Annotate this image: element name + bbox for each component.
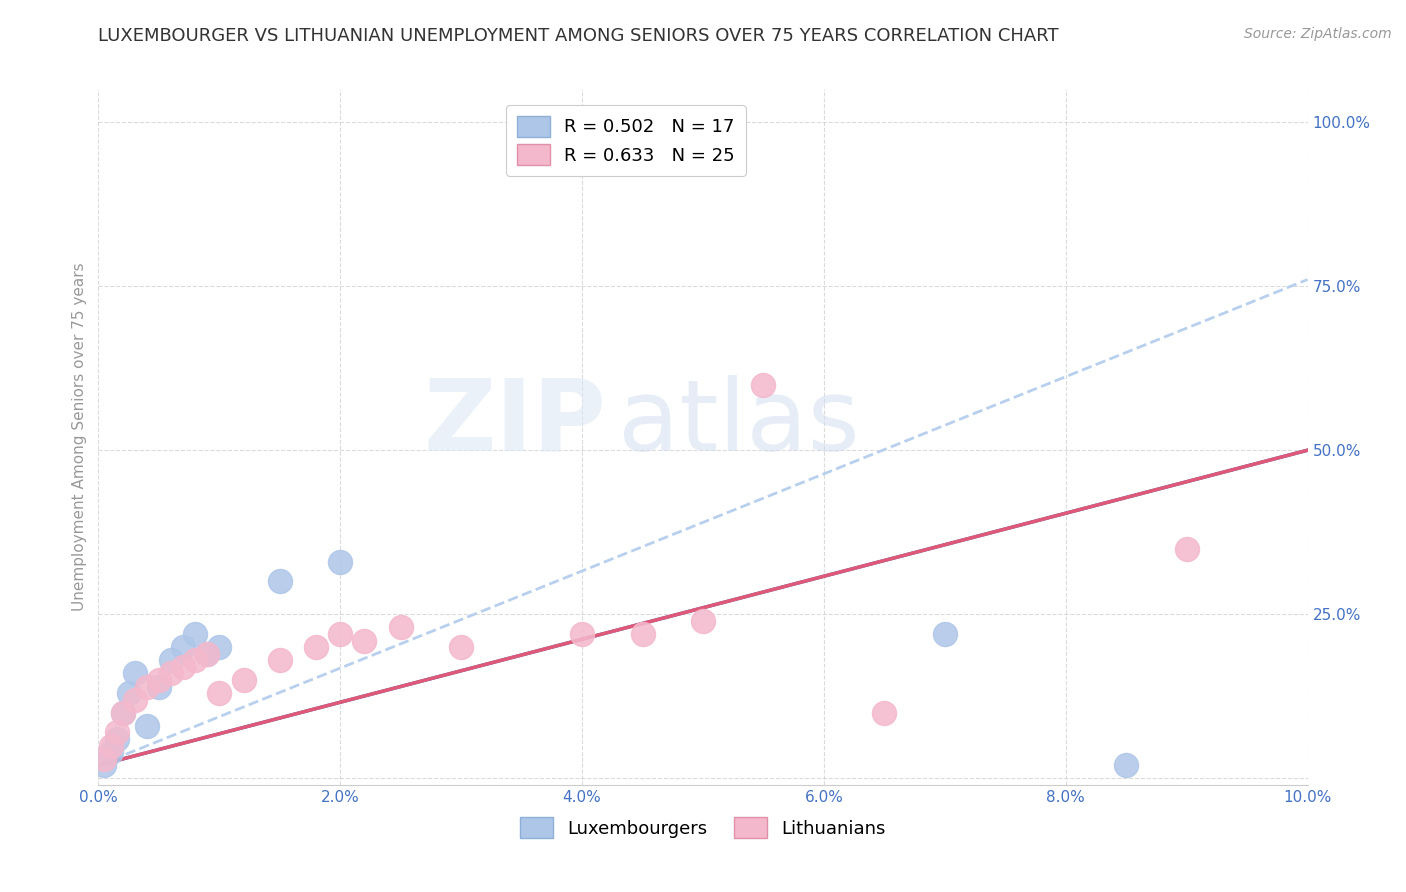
Text: Source: ZipAtlas.com: Source: ZipAtlas.com: [1244, 27, 1392, 41]
Point: [93, 758, 115, 772]
Point: [329, 627, 352, 641]
Point: [1175, 541, 1198, 556]
Point: [329, 555, 352, 569]
Text: ZIP: ZIP: [423, 375, 606, 472]
Point: [111, 706, 134, 720]
Point: [184, 627, 207, 641]
Point: [135, 680, 157, 694]
Point: [195, 647, 218, 661]
Point: [450, 640, 472, 654]
Point: [232, 673, 254, 687]
Point: [100, 739, 122, 753]
Point: [148, 673, 170, 687]
Legend: Luxembourgers, Lithuanians: Luxembourgers, Lithuanians: [513, 810, 893, 846]
Point: [124, 692, 146, 706]
Point: [93, 752, 115, 766]
Point: [389, 620, 412, 634]
Point: [160, 666, 183, 681]
Point: [305, 640, 328, 654]
Point: [208, 640, 231, 654]
Point: [873, 706, 896, 720]
Point: [172, 640, 194, 654]
Point: [100, 745, 122, 759]
Point: [208, 686, 231, 700]
Text: LUXEMBOURGER VS LITHUANIAN UNEMPLOYMENT AMONG SENIORS OVER 75 YEARS CORRELATION : LUXEMBOURGER VS LITHUANIAN UNEMPLOYMENT …: [98, 27, 1059, 45]
Point: [269, 653, 291, 667]
Point: [571, 627, 593, 641]
Point: [160, 653, 183, 667]
Point: [111, 706, 134, 720]
Point: [184, 653, 207, 667]
Point: [692, 614, 714, 628]
Point: [752, 377, 775, 392]
Point: [353, 633, 375, 648]
Point: [172, 660, 194, 674]
Y-axis label: Unemployment Among Seniors over 75 years: Unemployment Among Seniors over 75 years: [72, 263, 87, 611]
Point: [1115, 758, 1137, 772]
Point: [631, 627, 654, 641]
Point: [124, 666, 146, 681]
Point: [105, 725, 128, 739]
Point: [148, 680, 170, 694]
Point: [105, 731, 128, 746]
Point: [934, 627, 956, 641]
Point: [118, 686, 141, 700]
Point: [195, 647, 218, 661]
Text: atlas: atlas: [619, 375, 860, 472]
Point: [269, 574, 291, 589]
Point: [135, 719, 157, 733]
